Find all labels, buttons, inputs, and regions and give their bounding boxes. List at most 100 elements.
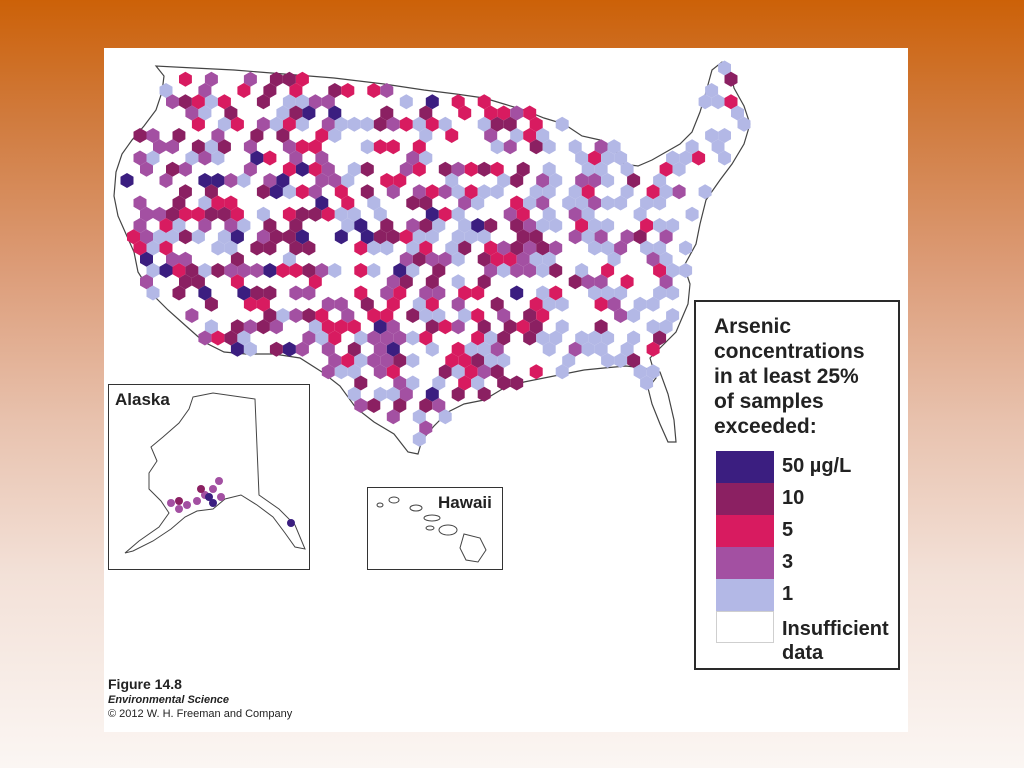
hex-cell [438, 206, 452, 222]
hex-cell [308, 206, 322, 222]
hex-cell [354, 330, 368, 346]
hex-cell [386, 386, 400, 402]
hex-cell [451, 229, 465, 245]
hex-cell [140, 206, 153, 222]
hex-cell [166, 229, 179, 245]
hex-cell [243, 296, 257, 312]
hex-cell [568, 274, 582, 290]
hex-cell [419, 330, 433, 346]
legend-label: 10 [782, 487, 805, 509]
hex-cell [451, 319, 465, 335]
hex-cell [412, 409, 426, 425]
hex-cell [659, 319, 673, 335]
hex-cell [620, 274, 634, 290]
legend-swatch [716, 483, 774, 515]
hex-cell [172, 285, 186, 301]
hex-cell [705, 128, 719, 143]
hex-cell [315, 128, 329, 143]
hex-cell [607, 139, 621, 155]
caption-book-title: Environmental Science [108, 694, 230, 706]
hex-cell [380, 240, 394, 256]
hex-cell [230, 341, 244, 357]
hex-cell [224, 240, 238, 256]
legend-item: 5 [714, 515, 898, 547]
hex-cell [321, 319, 335, 335]
hex-cell [477, 341, 491, 357]
hex-cell [256, 116, 270, 132]
legend-label: 5 [782, 519, 794, 541]
hex-cell [406, 375, 420, 391]
hex-cell [179, 94, 192, 110]
hex-cell [380, 83, 394, 98]
hex-cell [289, 150, 303, 166]
hex-cell [302, 330, 316, 346]
hex-cell [315, 308, 329, 323]
hex-cell [140, 229, 153, 245]
hex-cell [127, 229, 140, 245]
hex-cell [594, 274, 608, 290]
hex-cell [471, 195, 485, 211]
hex-cell [237, 173, 251, 188]
hex-cell [120, 173, 134, 188]
hex-cell [614, 353, 628, 368]
hex-cell [620, 341, 634, 357]
hex-cell [601, 218, 615, 233]
hex-cell [198, 105, 212, 121]
hex-cell [646, 319, 660, 335]
hex-cell [308, 319, 322, 335]
hex-cell [230, 274, 244, 290]
hex-cell [542, 184, 556, 200]
hex-cell [230, 319, 244, 335]
hex-cell [627, 353, 641, 368]
hex-cell [367, 195, 381, 211]
hex-cell [458, 195, 472, 211]
hex-cell [172, 218, 186, 233]
hex-cell [308, 274, 322, 290]
hex-cell [425, 94, 439, 110]
hex-cell [282, 116, 296, 132]
hex-cell [568, 184, 582, 200]
hex-cell [529, 364, 543, 380]
hex-cell [445, 240, 459, 256]
hex-cell [250, 150, 264, 166]
hex-cell [523, 308, 537, 323]
hex-cell [555, 364, 569, 380]
hex-cell [328, 353, 342, 368]
hex-cell [471, 375, 485, 391]
hex-cell [211, 195, 225, 211]
hex-cell [471, 353, 485, 368]
hex-cell [477, 274, 491, 290]
hex-cell [646, 251, 660, 267]
hex-cell [386, 409, 400, 425]
hex-cell [282, 229, 296, 245]
hex-cell [542, 161, 556, 177]
hex-cell [341, 83, 355, 98]
hex-cell [276, 263, 290, 278]
hex-cell [269, 319, 283, 335]
hex-cell [477, 116, 491, 132]
hex-cell [185, 150, 199, 166]
hex-cell [477, 184, 491, 200]
hex-cell [536, 308, 550, 323]
hex-cell [191, 274, 205, 290]
hex-cell [360, 184, 374, 200]
hex-cell [419, 420, 433, 436]
legend: Arsenic concentrations in at least 25% o… [694, 300, 900, 670]
hex-cell [406, 150, 420, 166]
hex-cell [263, 285, 277, 301]
hex-cell [133, 128, 147, 143]
hex-cell [295, 139, 309, 155]
legend-swatch [716, 515, 774, 547]
hex-cell [354, 240, 368, 256]
hex-cell [412, 251, 426, 267]
hex-cell [269, 341, 283, 357]
hex-cell [256, 184, 270, 200]
hex-cell [510, 218, 524, 233]
hex-cell [237, 285, 251, 301]
hex-cell [399, 94, 413, 110]
hex-cell [451, 296, 465, 312]
hex-cell [412, 229, 426, 245]
hex-cell [250, 240, 264, 256]
hex-cell [542, 341, 556, 357]
hex-cell [224, 263, 238, 278]
